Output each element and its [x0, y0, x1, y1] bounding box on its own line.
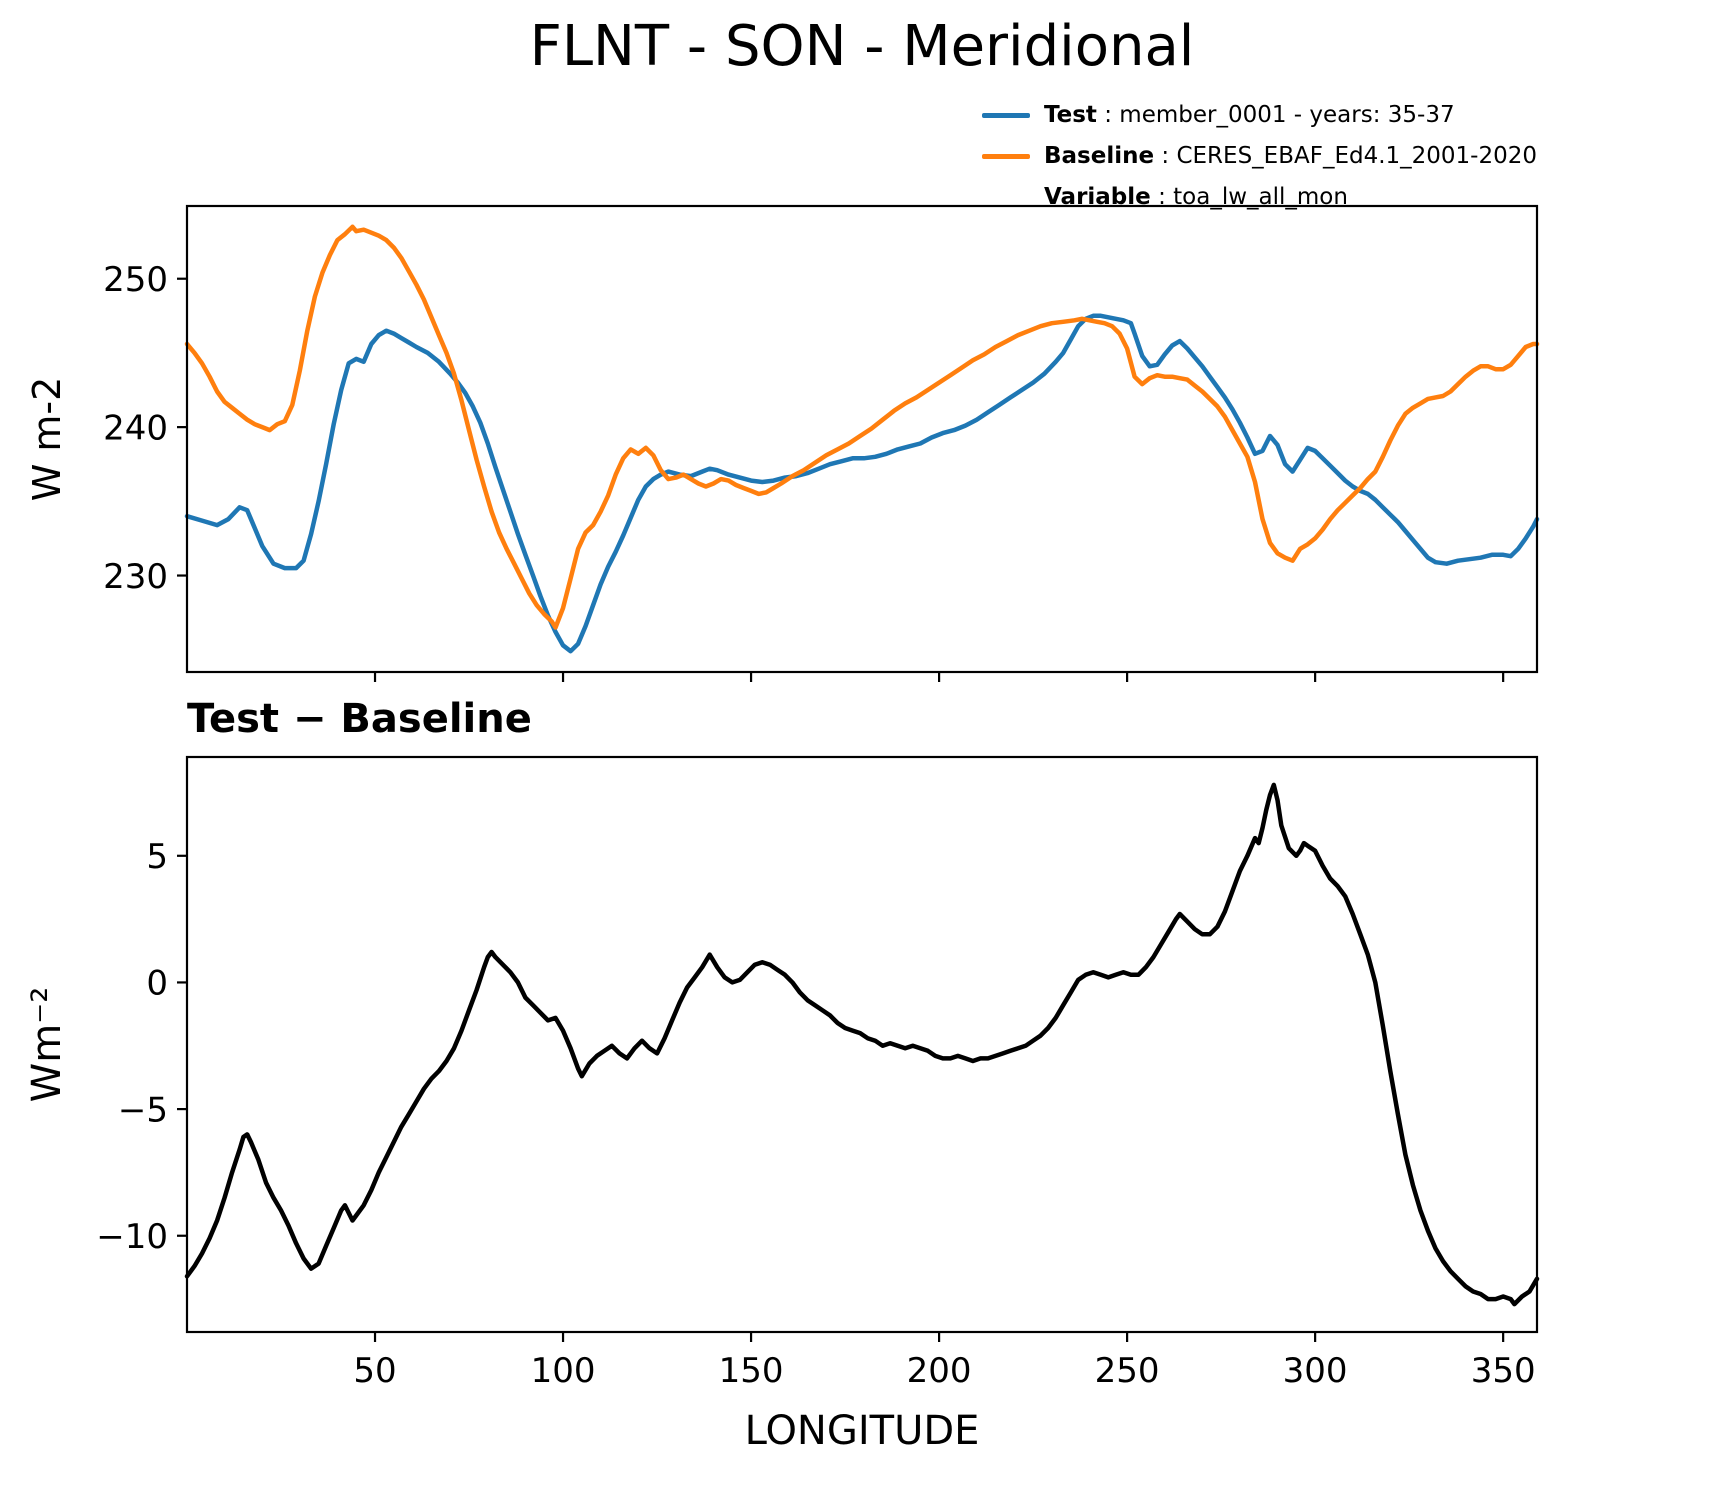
- x-tick-label: 250: [1095, 1351, 1160, 1391]
- legend-test-label: Test: [1044, 102, 1097, 128]
- y-tick-label: 0: [146, 964, 168, 1004]
- y-tick-label: 230: [103, 557, 168, 597]
- y-tick-label: −10: [96, 1217, 168, 1257]
- y-axis-label: Wm⁻²: [24, 987, 70, 1103]
- series-line-test-minus-baseline: [184, 782, 1540, 1307]
- y-axis-label: W m-2: [25, 377, 69, 502]
- x-axis-label: LONGITUDE: [745, 1408, 980, 1454]
- y-tick-label: 250: [103, 260, 168, 300]
- difference-panel-title: Test − Baseline: [187, 696, 532, 742]
- y-tick-label: 240: [103, 408, 168, 448]
- y-tick-label: −5: [118, 1090, 168, 1130]
- y-tick-label: 5: [146, 837, 168, 877]
- difference-chart-axes: −10 −5 0 5 50 100 150 200 250 300 350 Wm⁻² LONGITUDE: [24, 755, 1540, 1454]
- x-tick-label: 300: [1283, 1351, 1348, 1391]
- x-tick-label: 50: [353, 1351, 396, 1391]
- legend-entry-test: Test : member_0001 - years: 35-37: [982, 98, 1537, 132]
- axes-frame: [185, 755, 1539, 1334]
- top-chart-axes: 230 240 250 W m-2: [25, 204, 1540, 682]
- baseline-line-swatch: [982, 153, 1030, 159]
- legend-test-value: : member_0001 - years: 35-37: [1096, 102, 1455, 128]
- x-tick-label: 350: [1471, 1351, 1536, 1391]
- test-line-swatch: [982, 112, 1030, 118]
- x-tick-label: 200: [907, 1351, 972, 1391]
- series-line-baseline: [184, 224, 1540, 630]
- legend-baseline-value: : CERES_EBAF_Ed4.1_2001-2020: [1154, 143, 1538, 169]
- legend-baseline-label: Baseline: [1044, 143, 1155, 169]
- chart-title: FLNT - SON - Meridional: [529, 14, 1195, 79]
- series-line-test: [184, 313, 1540, 654]
- x-tick-label: 150: [719, 1351, 784, 1391]
- axes-frame: [185, 204, 1539, 674]
- x-tick-label: 100: [531, 1351, 596, 1391]
- legend-entry-baseline: Baseline : CERES_EBAF_Ed4.1_2001-2020: [982, 139, 1537, 173]
